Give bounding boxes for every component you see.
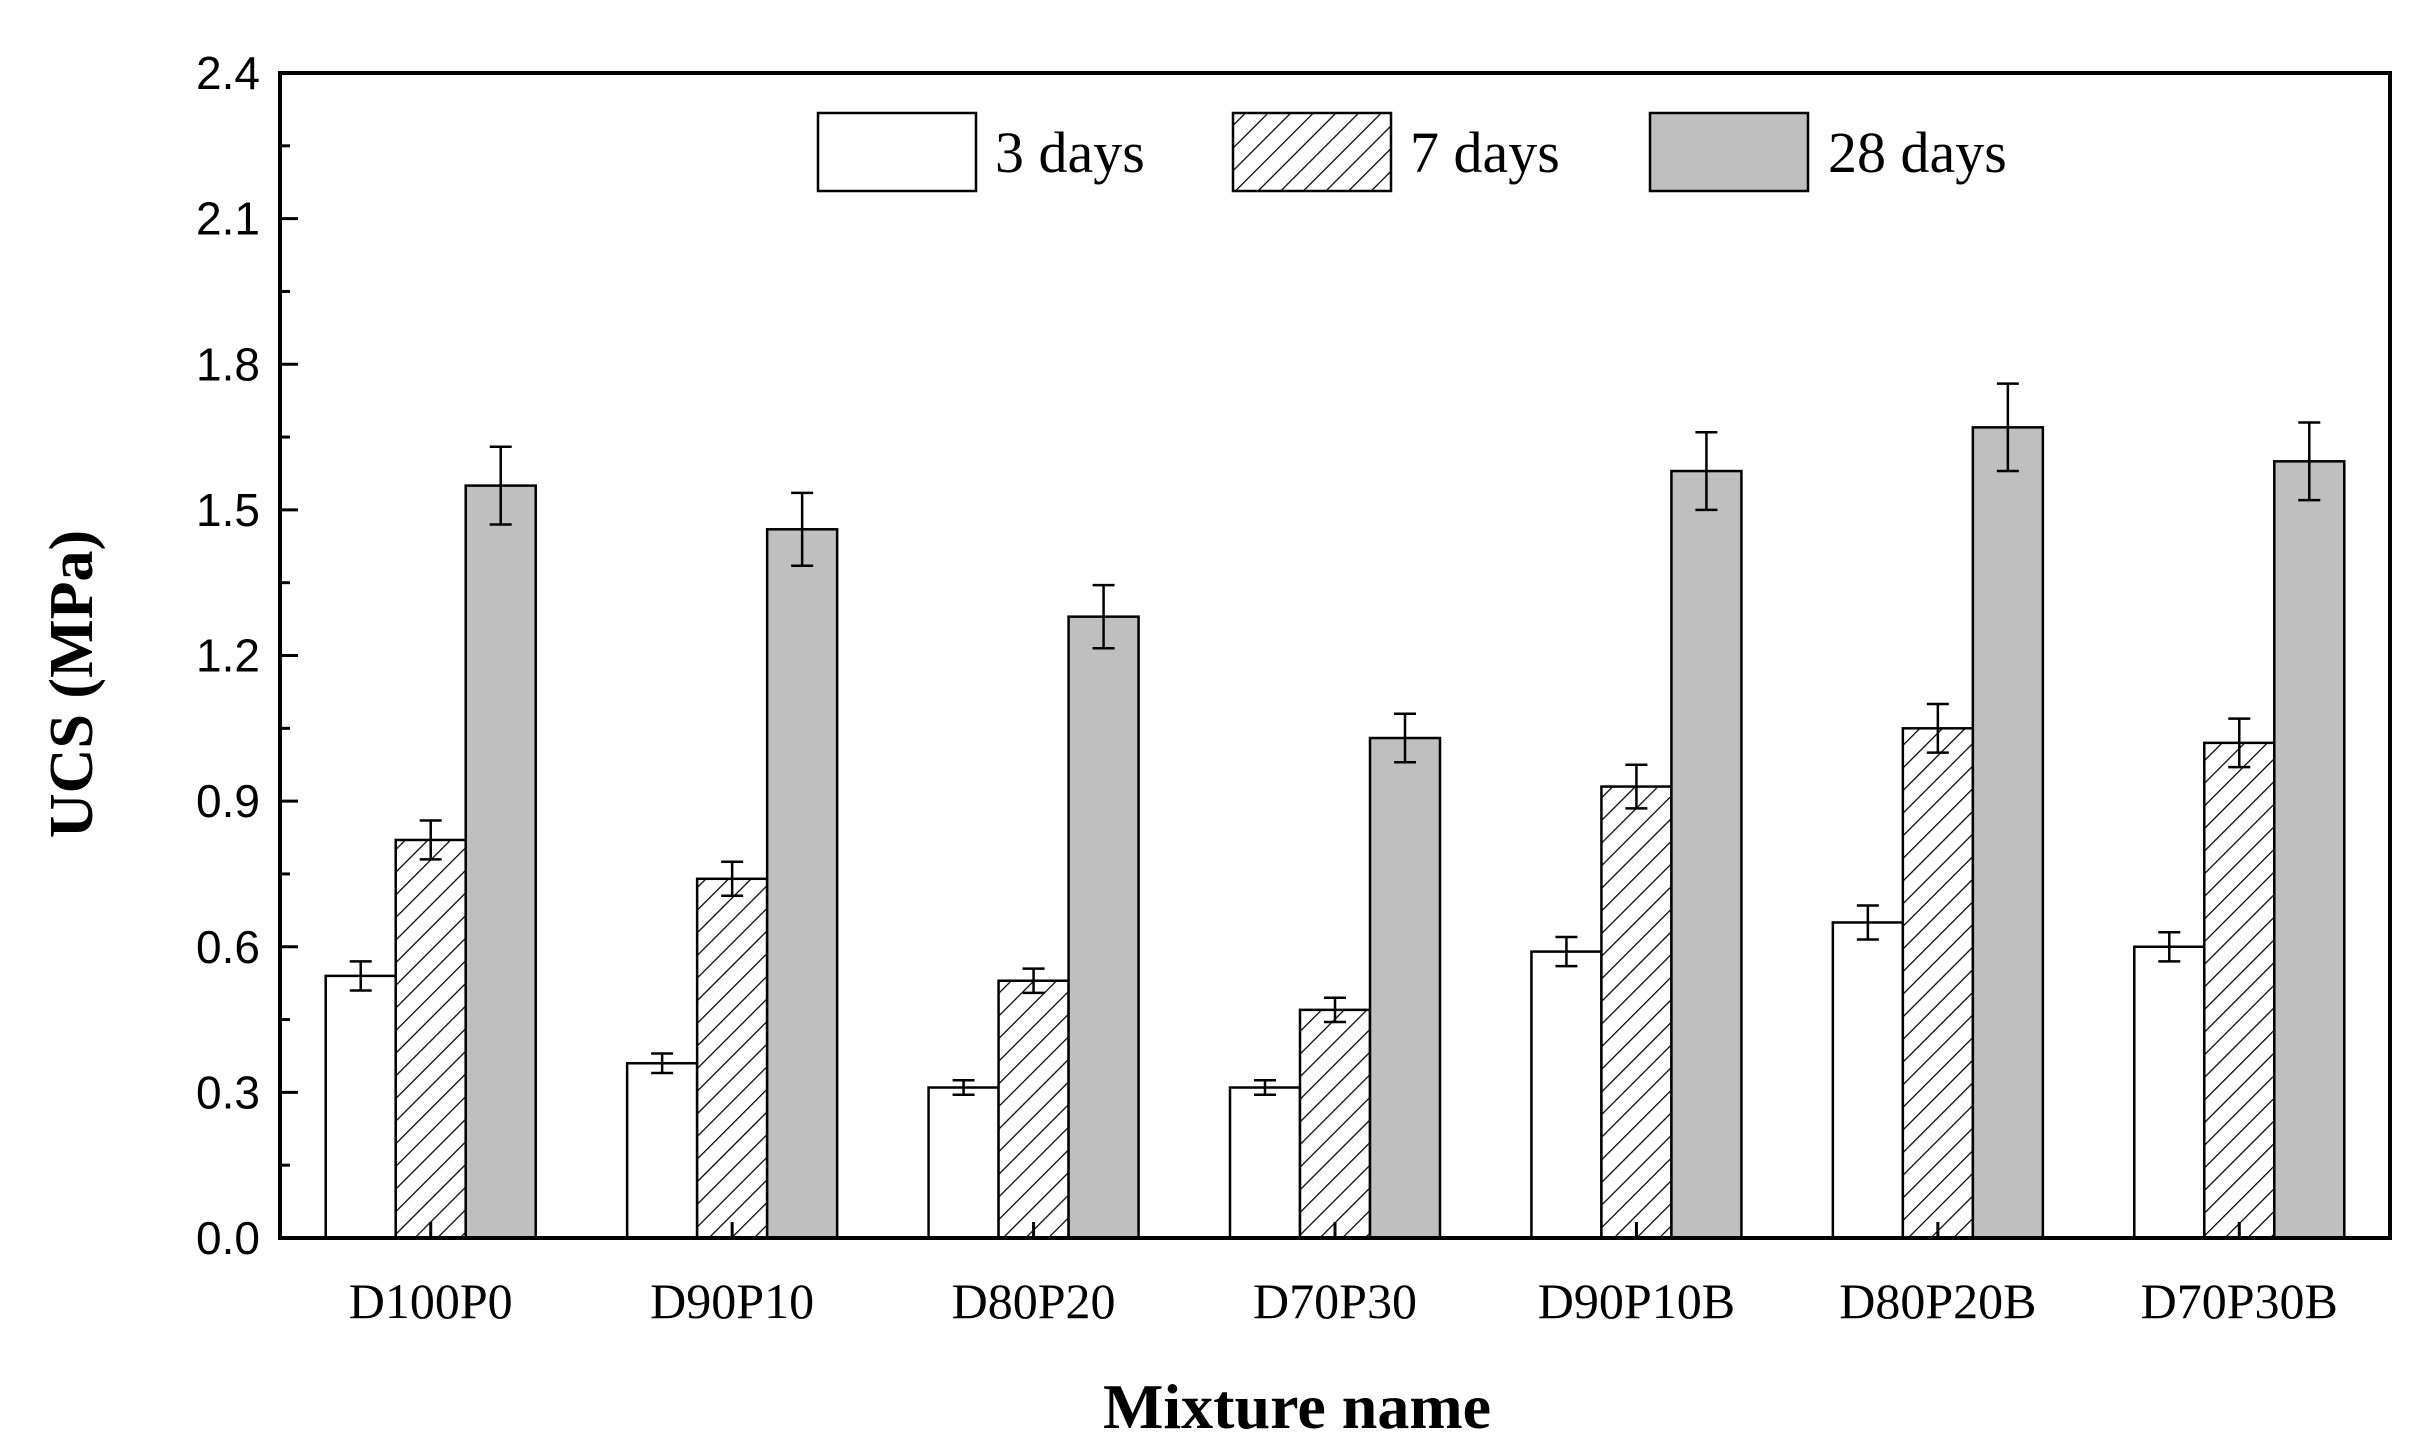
bar (997, 979, 1070, 1240)
bar (324, 974, 397, 1240)
bar (1901, 727, 1975, 1240)
bar (1971, 426, 2045, 1240)
bar (927, 1086, 1000, 1240)
y-tick-label: 2.1 (196, 193, 260, 245)
bar (765, 528, 839, 1240)
legend: 3 days 7 days 28 days (816, 111, 2007, 193)
legend-swatch (1231, 111, 1393, 193)
bar (695, 877, 769, 1240)
legend-label: 3 days (995, 120, 1145, 185)
y-tick-label: 1.8 (196, 338, 260, 390)
x-tick-label: D70P30 (1253, 1273, 1417, 1329)
legend-label: 7 days (1410, 120, 1560, 185)
bar (2203, 741, 2276, 1240)
bar (1670, 469, 1743, 1240)
x-tick-label: D80P20B (1839, 1273, 2036, 1329)
x-axis-title: Mixture name (1103, 1371, 1491, 1442)
bar (1600, 785, 1673, 1240)
bars (324, 426, 2346, 1240)
y-tick-label: 1.2 (196, 630, 260, 682)
bar (464, 484, 537, 1240)
bar (1831, 921, 1905, 1240)
bar (394, 838, 467, 1240)
x-tick-label: D90P10 (650, 1273, 814, 1329)
x-tick-label: D100P0 (349, 1273, 513, 1329)
bar (2133, 945, 2206, 1240)
bar (1067, 615, 1140, 1240)
y-axis-title: UCS (MPa) (38, 530, 106, 838)
x-tick-label: D80P20 (952, 1273, 1116, 1329)
y-tick-label: 1.5 (196, 484, 260, 536)
bar (625, 1062, 699, 1240)
legend-swatch (1648, 111, 1810, 193)
legend-swatch (816, 111, 978, 193)
y-tick-label: 0.9 (196, 775, 260, 827)
y-tick-label: 0.6 (196, 921, 260, 973)
x-tick-label: D70P30B (2141, 1273, 2338, 1329)
y-tick-label: 0.3 (196, 1066, 260, 1118)
error-bars (349, 382, 2321, 1097)
bar (1530, 950, 1603, 1240)
bar (2273, 460, 2346, 1240)
legend-label: 28 days (1828, 120, 2007, 185)
y-tick-label: 0.0 (196, 1212, 260, 1264)
y-tick-label: 2.4 (196, 47, 260, 99)
bar (1228, 1086, 1302, 1240)
x-tick-label: D90P10B (1538, 1273, 1735, 1329)
bar (1298, 1008, 1372, 1240)
y-axis-ticks: 0.0 0.3 0.6 0.9 1.2 1.5 1.8 2.1 2.4 (196, 47, 298, 1264)
bar (1368, 736, 1442, 1240)
x-axis-ticks: D100P0 D90P10 D80P20 D70P30 D90P10B D80P20B D7… (349, 1222, 2338, 1329)
